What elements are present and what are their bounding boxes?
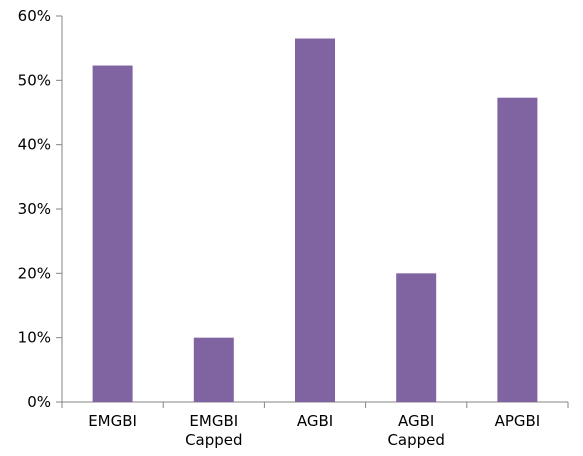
y-tick-label: 50% — [18, 71, 51, 89]
y-tick-label: 20% — [18, 264, 51, 282]
bar — [295, 38, 335, 403]
x-tick-label: EMGBI — [88, 412, 137, 430]
y-axis: 0% 10% 20% 30% 40% 50% 60% — [18, 7, 63, 411]
y-tick-label: 0% — [27, 393, 51, 411]
x-axis: EMGBI EMGBI Capped AGBI AGBI Capped APGBI — [61, 401, 569, 449]
bar — [396, 273, 437, 402]
x-tick-label: EMGBI Capped — [185, 412, 242, 449]
y-tick-label: 10% — [18, 329, 51, 347]
y-tick-label: 60% — [18, 7, 51, 25]
x-tick-label: AGBI Capped — [387, 412, 444, 449]
y-tick-label: 40% — [18, 136, 51, 154]
y-tick-label: 30% — [18, 200, 51, 218]
bar — [92, 65, 133, 402]
bar — [497, 97, 538, 402]
bar — [193, 337, 234, 402]
x-tick-label: AGBI — [297, 412, 333, 430]
x-tick-label: APGBI — [495, 412, 541, 430]
bar-series — [92, 38, 538, 403]
